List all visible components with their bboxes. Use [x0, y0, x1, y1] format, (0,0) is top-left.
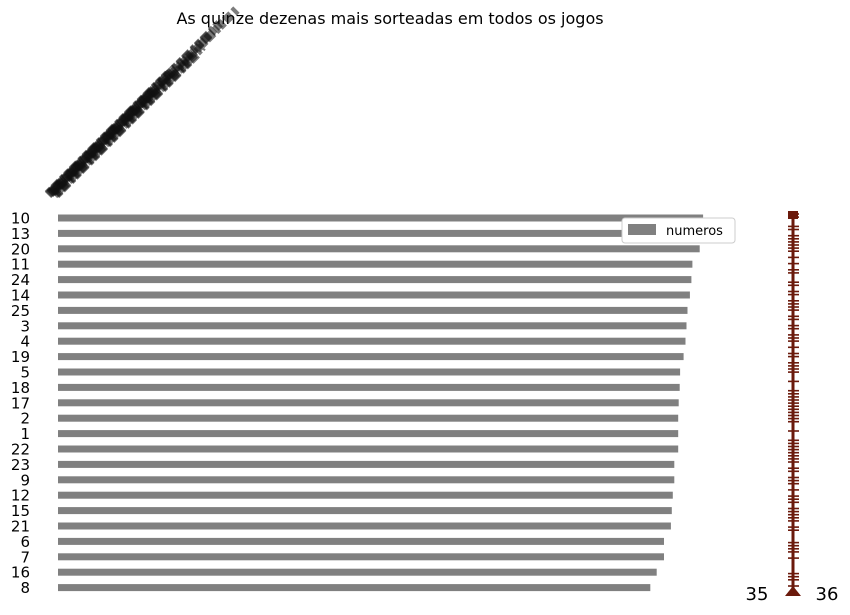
bar-14 — [58, 292, 690, 299]
rug-tick-label-36: 36 — [816, 584, 839, 605]
rug-tick-label-35: 35 — [746, 584, 769, 605]
legend-swatch — [628, 224, 656, 235]
category-labels: 1013201124142534195181721222391215216716… — [11, 210, 30, 598]
bar-4 — [58, 338, 686, 345]
bar-3 — [58, 322, 687, 329]
clutter-stroke — [56, 60, 190, 194]
bar-16 — [58, 569, 657, 576]
rug-cap — [788, 211, 798, 219]
bar-7 — [58, 553, 664, 560]
bar-22 — [58, 446, 678, 453]
bar-13 — [58, 230, 703, 237]
bar-5 — [58, 369, 680, 376]
bar-15 — [58, 507, 672, 514]
bar-19 — [58, 353, 684, 360]
bar-12 — [58, 492, 673, 499]
bar-24 — [58, 276, 691, 283]
bar-11 — [58, 261, 692, 268]
bar-20 — [58, 245, 700, 252]
rug-strip — [785, 211, 801, 596]
bar-17 — [58, 399, 679, 406]
bar-18 — [58, 384, 680, 391]
bar-21 — [58, 523, 671, 530]
rotated-label-clutter — [48, 8, 238, 195]
bar-8 — [58, 584, 650, 591]
legend-label: numeros — [666, 224, 723, 239]
bar-2 — [58, 415, 678, 422]
bar-25 — [58, 307, 688, 314]
bar-6 — [58, 538, 664, 545]
bar-1 — [58, 430, 678, 437]
chart-title: As quinze dezenas mais sorteadas em todo… — [176, 9, 603, 28]
bar-9 — [58, 476, 674, 483]
bar-23 — [58, 461, 674, 468]
legend: numeros — [622, 218, 735, 243]
category-label-8: 8 — [20, 579, 30, 597]
rug-marker — [785, 586, 801, 596]
bars-group — [58, 215, 703, 592]
bar-10 — [58, 215, 703, 222]
